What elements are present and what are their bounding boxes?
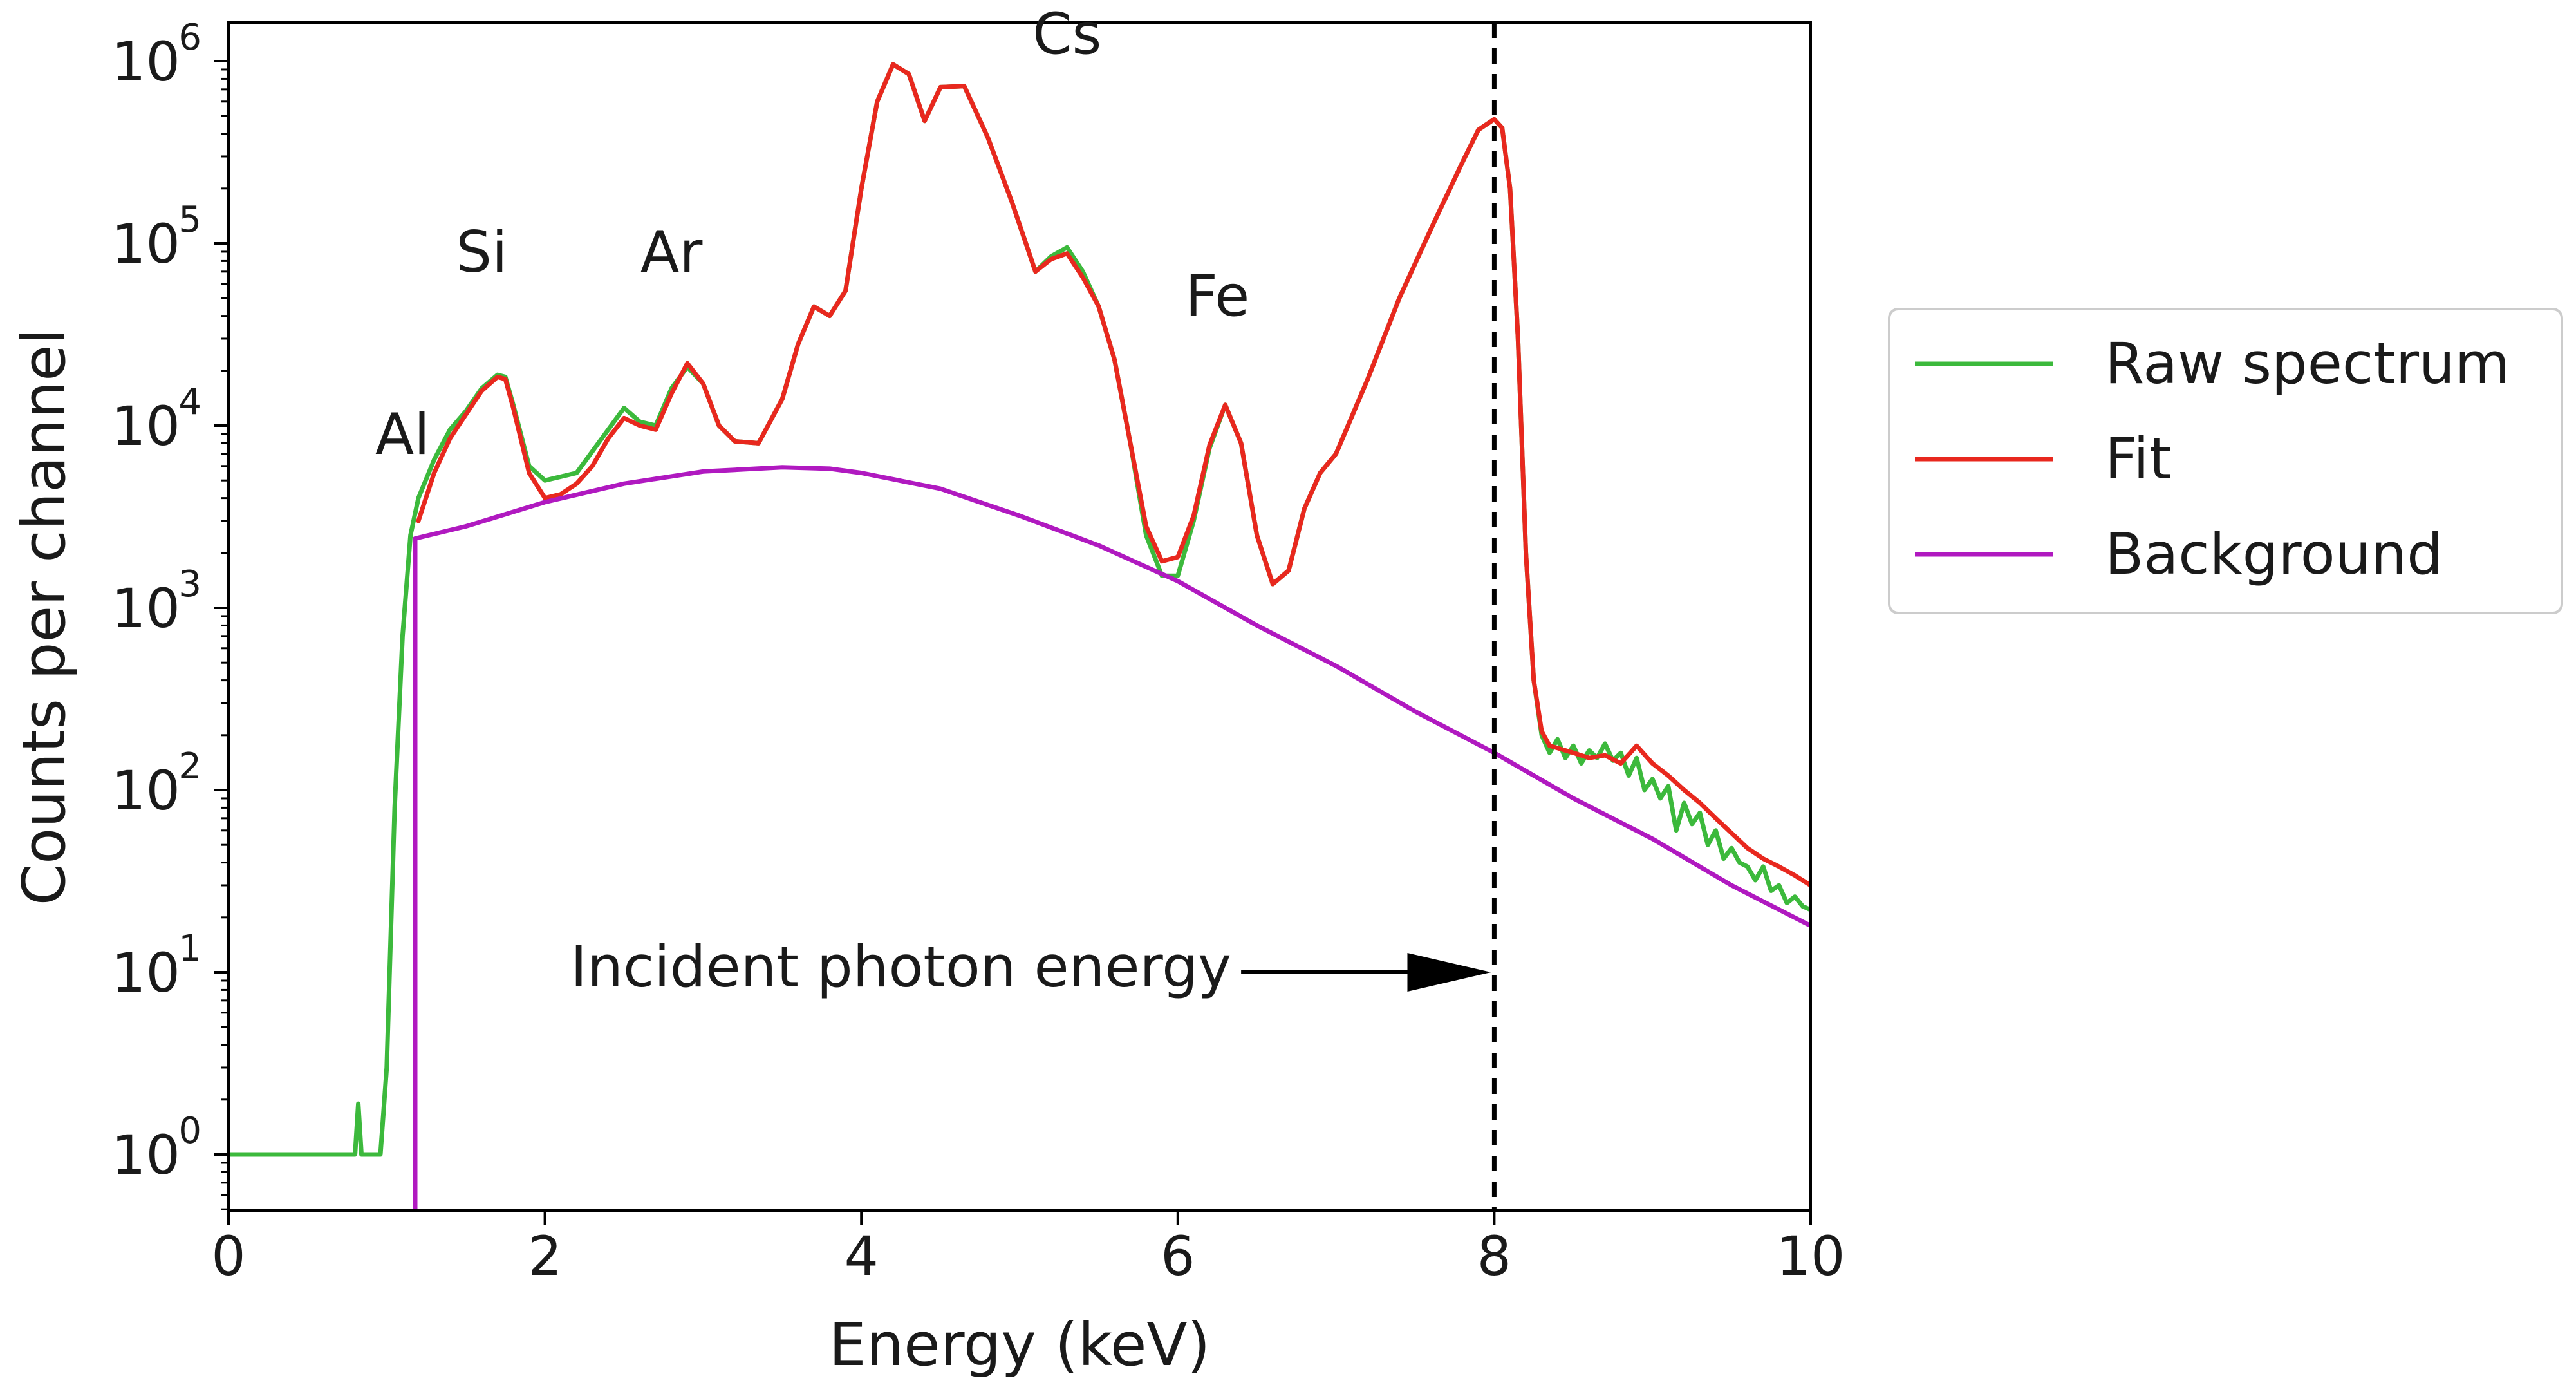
legend-box <box>1888 308 2563 614</box>
legend-label: Fit <box>2105 426 2171 492</box>
y-tick-exponent: 6 <box>178 17 201 59</box>
series-layer <box>229 62 1811 1210</box>
y-tick-exponent: 5 <box>178 199 201 241</box>
peak-labels: Al Si Ar Cs Fe <box>375 1 1249 467</box>
annotation-arrow-head <box>1407 953 1491 992</box>
legend-label: Background <box>2105 521 2443 587</box>
series-line-fit <box>416 62 1811 888</box>
y-tick-label: 10 <box>111 395 180 458</box>
x-axis-title: Energy (keV) <box>829 1310 1211 1379</box>
x-axis: 0 2 4 6 8 10 <box>211 1210 1845 1288</box>
x-tick-label: 6 <box>1161 1225 1195 1288</box>
peak-label-si: Si <box>456 219 507 285</box>
peak-label-ar: Ar <box>640 219 703 285</box>
x-tick-label: 8 <box>1477 1225 1511 1288</box>
annotation-text: Incident photon energy <box>570 934 1231 1000</box>
peak-label-fe: Fe <box>1185 263 1249 330</box>
x-tick-label: 10 <box>1777 1225 1845 1288</box>
legend-label: Raw spectrum <box>2105 330 2510 397</box>
y-tick-label: 10 <box>111 1124 180 1187</box>
y-tick-label: 10 <box>111 759 180 822</box>
x-tick-label: 0 <box>211 1225 245 1288</box>
series-line-background <box>413 465 1811 1210</box>
incident-photon-energy-annotation: Incident photon energy <box>570 934 1491 1000</box>
peak-label-al: Al <box>375 401 430 467</box>
legend-items: Raw spectrum Fit Background <box>1915 330 2510 587</box>
y-tick-exponent: 4 <box>178 381 201 423</box>
legend: Raw spectrum Fit Background <box>1888 308 2563 614</box>
y-tick-exponent: 3 <box>178 563 201 605</box>
y-tick-label: 10 <box>111 30 180 93</box>
plot-frame <box>227 21 1812 1212</box>
y-tick-exponent: 1 <box>178 928 201 970</box>
y-tick-exponent: 2 <box>178 746 201 787</box>
x-tick-label: 4 <box>844 1225 878 1288</box>
y-tick-label: 10 <box>111 577 180 640</box>
y-tick-exponent: 0 <box>178 1110 201 1152</box>
y-tick-label: 10 <box>111 212 180 276</box>
y-axis-title: Counts per channel <box>10 328 79 906</box>
x-tick-label: 2 <box>528 1225 562 1288</box>
plot-content <box>229 23 1811 1210</box>
y-tick-label: 10 <box>111 941 180 1004</box>
peak-label-cs: Cs <box>1032 1 1101 67</box>
